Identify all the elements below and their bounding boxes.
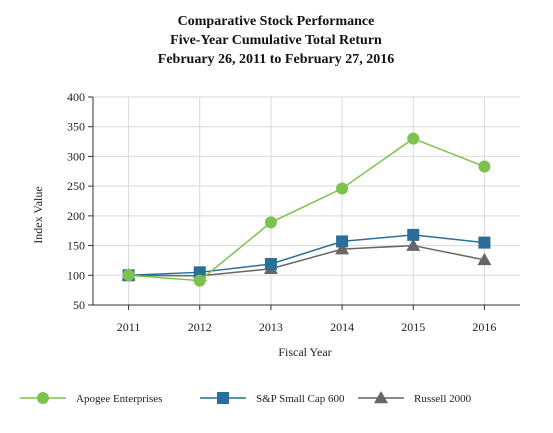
grid-group	[93, 96, 520, 306]
legend-marker	[217, 392, 229, 404]
x-tick-label: 2012	[188, 320, 212, 334]
chart-subtitle-line-2: February 26, 2011 to February 27, 2016	[158, 52, 394, 67]
legend-item-apogee-enterprises: Apogee Enterprises	[20, 392, 162, 405]
data-point-russell-2000	[335, 242, 350, 255]
series-russell-2000	[121, 238, 492, 282]
y-axis-label: Index Value	[31, 186, 45, 243]
x-tick-label: 2014	[330, 320, 354, 334]
x-tick-label: 2011	[117, 320, 141, 334]
series-group	[121, 132, 492, 287]
x-tick-label: 2013	[259, 320, 283, 334]
series-s-p-small-cap-600	[122, 228, 491, 282]
y-tick-label: 350	[67, 120, 85, 134]
series-line-s-p-small-cap-600	[128, 234, 485, 277]
y-tick-label: 200	[67, 209, 85, 223]
series-apogee-enterprises	[122, 132, 491, 287]
data-point-apogee-enterprises	[122, 269, 135, 282]
x-axis-label: Fiscal Year	[278, 345, 331, 359]
legend-label: S&P Small Cap 600	[256, 393, 345, 405]
x-tick-label: 2015	[401, 320, 425, 334]
y-tick-label: 150	[67, 239, 85, 253]
data-point-s-p-small-cap-600	[336, 235, 349, 248]
legend-item-s-p-small-cap-600: S&P Small Cap 600	[200, 392, 345, 405]
series-line-apogee-enterprises	[128, 137, 485, 282]
data-point-s-p-small-cap-600	[407, 228, 420, 241]
legend-label: Apogee Enterprises	[76, 393, 162, 405]
data-point-s-p-small-cap-600	[193, 266, 206, 279]
data-point-russell-2000	[477, 252, 492, 266]
y-tick-label: 100	[67, 268, 85, 282]
data-point-apogee-enterprises	[193, 274, 206, 287]
y-tick-label: 400	[67, 90, 85, 104]
data-point-apogee-enterprises	[407, 132, 420, 145]
series-line-russell-2000	[128, 244, 485, 277]
data-point-s-p-small-cap-600	[264, 257, 277, 270]
legend-marker	[37, 392, 49, 404]
title-group: Comparative Stock Performance Five-Year …	[158, 14, 394, 67]
chart-subtitle-line-1: Five-Year Cumulative Total Return	[170, 33, 382, 48]
data-point-s-p-small-cap-600	[478, 236, 491, 249]
legend-item-russell-2000: Russell 2000	[358, 391, 472, 405]
legend: Apogee Enterprises S&P Small Cap 600 Russe…	[20, 391, 472, 405]
x-tick-label: 2016	[472, 320, 496, 334]
y-tick-label: 50	[73, 298, 85, 312]
data-point-apogee-enterprises	[336, 182, 349, 195]
y-tick-label: 250	[67, 179, 85, 193]
chart-title: Comparative Stock Performance	[178, 14, 375, 29]
legend-label: Russell 2000	[414, 393, 472, 405]
data-point-apogee-enterprises	[264, 216, 277, 229]
axis-group: 50 100 150 200 250 300 350 400 2011 2012 2013 2014 2…	[67, 90, 520, 334]
data-point-russell-2000	[406, 238, 421, 251]
data-point-apogee-enterprises	[478, 160, 491, 173]
legend-marker	[374, 391, 388, 404]
y-tick-label: 300	[67, 149, 85, 163]
